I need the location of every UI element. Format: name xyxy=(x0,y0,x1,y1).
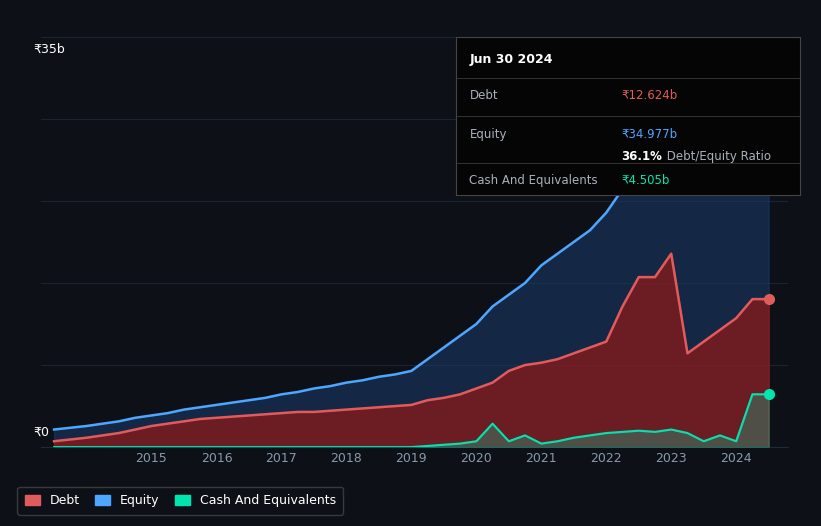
Text: ₹35b: ₹35b xyxy=(34,43,66,56)
Text: ₹0: ₹0 xyxy=(34,426,49,439)
Text: ₹34.977b: ₹34.977b xyxy=(621,128,677,141)
Text: Equity: Equity xyxy=(470,128,507,141)
Text: ₹4.505b: ₹4.505b xyxy=(621,174,670,187)
Text: ₹12.624b: ₹12.624b xyxy=(621,89,677,102)
Legend: Debt, Equity, Cash And Equivalents: Debt, Equity, Cash And Equivalents xyxy=(17,487,343,515)
Text: Jun 30 2024: Jun 30 2024 xyxy=(470,53,553,66)
Text: Cash And Equivalents: Cash And Equivalents xyxy=(470,174,598,187)
Text: Debt/Equity Ratio: Debt/Equity Ratio xyxy=(663,150,771,163)
Text: Debt: Debt xyxy=(470,89,498,102)
Text: 36.1%: 36.1% xyxy=(621,150,662,163)
